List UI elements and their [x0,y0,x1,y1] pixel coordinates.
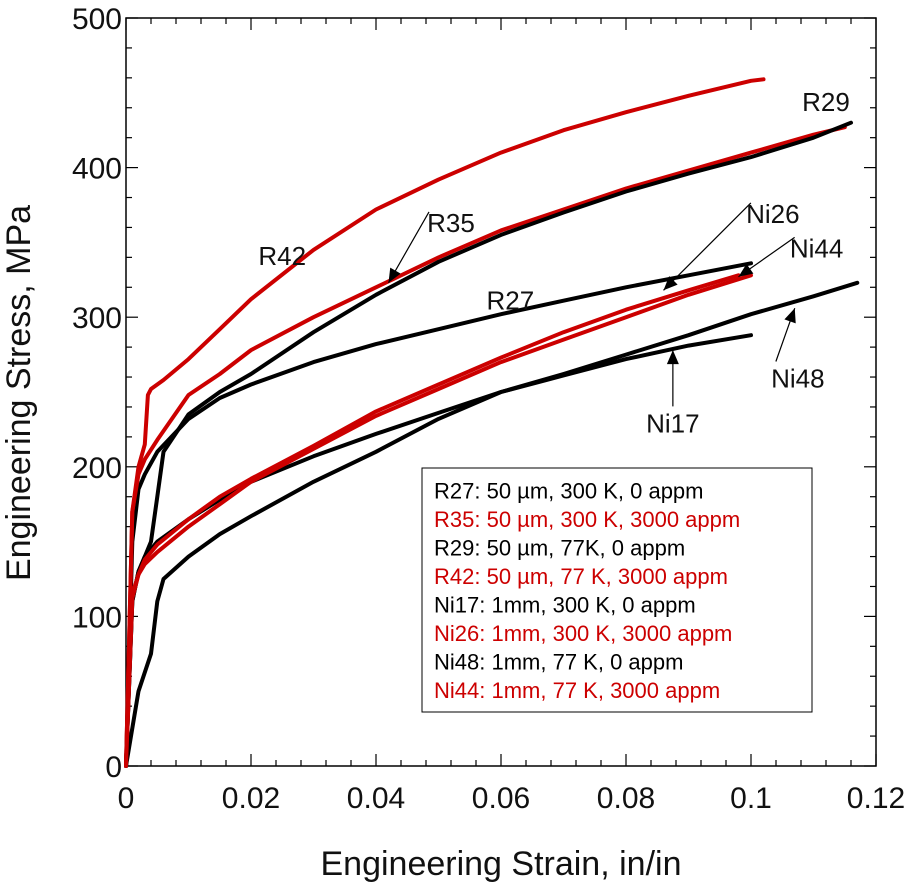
annotation-label: R35 [427,208,475,238]
annotation-label: Ni26 [746,199,799,229]
axes: 0 0.02 0.04 0.06 0.08 0.1 0.12 0 100 200 300 400 500 [72,3,905,815]
x-tick-label: 0 [118,782,135,815]
annotation-arrowhead [738,263,754,277]
legend-entry: Ni17: 1mm, 300 K, 0 appm [434,593,696,618]
annotation-arrowhead [784,308,796,324]
x-tick-label: 0.1 [730,782,772,815]
y-tick-label: 0 [105,751,122,784]
legend-entry: R35: 50 µm, 300 K, 3000 appm [434,507,740,532]
legend-entry: Ni26: 1mm, 300 K, 3000 appm [434,621,732,646]
y-tick-label: 300 [72,302,122,335]
annotation-label: Ni48 [771,364,824,394]
x-tick-label: 0.02 [222,782,280,815]
x-tick-label: 0.08 [597,782,655,815]
y-tick-label: 400 [72,153,122,186]
curve-annotations: R42 R35 R29 Ni26 Ni44 R27 Ni48 Ni17 [258,87,849,439]
annotation-label: R29 [802,87,850,117]
annotation-label: Ni44 [790,233,843,263]
annotation-label: R42 [258,241,306,271]
y-tick-label: 100 [72,601,122,634]
curve-r35 [124,125,847,768]
annotation-label: Ni17 [646,408,699,438]
annotation-arrowhead [666,350,679,365]
legend-entry: R27: 50 µm, 300 K, 0 appm [434,479,704,504]
y-tick-label: 200 [72,452,122,485]
legend-entry: Ni44: 1mm, 77 K, 3000 appm [434,678,720,703]
annotation-arrowhead [663,276,678,291]
legend-entry: R42: 50 µm, 77 K, 3000 appm [434,564,728,589]
legend-box [421,467,813,713]
curve-r27 [124,261,753,768]
curve-r42 [124,77,766,768]
curve-ni48 [124,280,860,768]
annotation-label: R27 [487,286,535,316]
x-tick-label: 0.04 [347,782,405,815]
legend-entry: R29: 50 µm, 77K, 0 appm [434,536,685,561]
x-axis-title: Engineering Strain, in/in [320,845,681,883]
curve-ni44 [124,273,741,768]
x-tick-label: 0.12 [847,782,905,815]
data-curves [124,77,860,768]
legend: R27: 50 µm, 300 K, 0 appm R35: 50 µm, 300… [421,467,813,713]
y-axis-title: Engineering Stress, MPa [0,205,38,581]
x-tick-label: 0.06 [472,782,530,815]
annotation-arrowhead [388,267,401,283]
annotation-leader [663,202,752,291]
y-tick-label: 500 [72,3,122,36]
legend-entry: Ni48: 1mm, 77 K, 0 appm [434,650,683,675]
